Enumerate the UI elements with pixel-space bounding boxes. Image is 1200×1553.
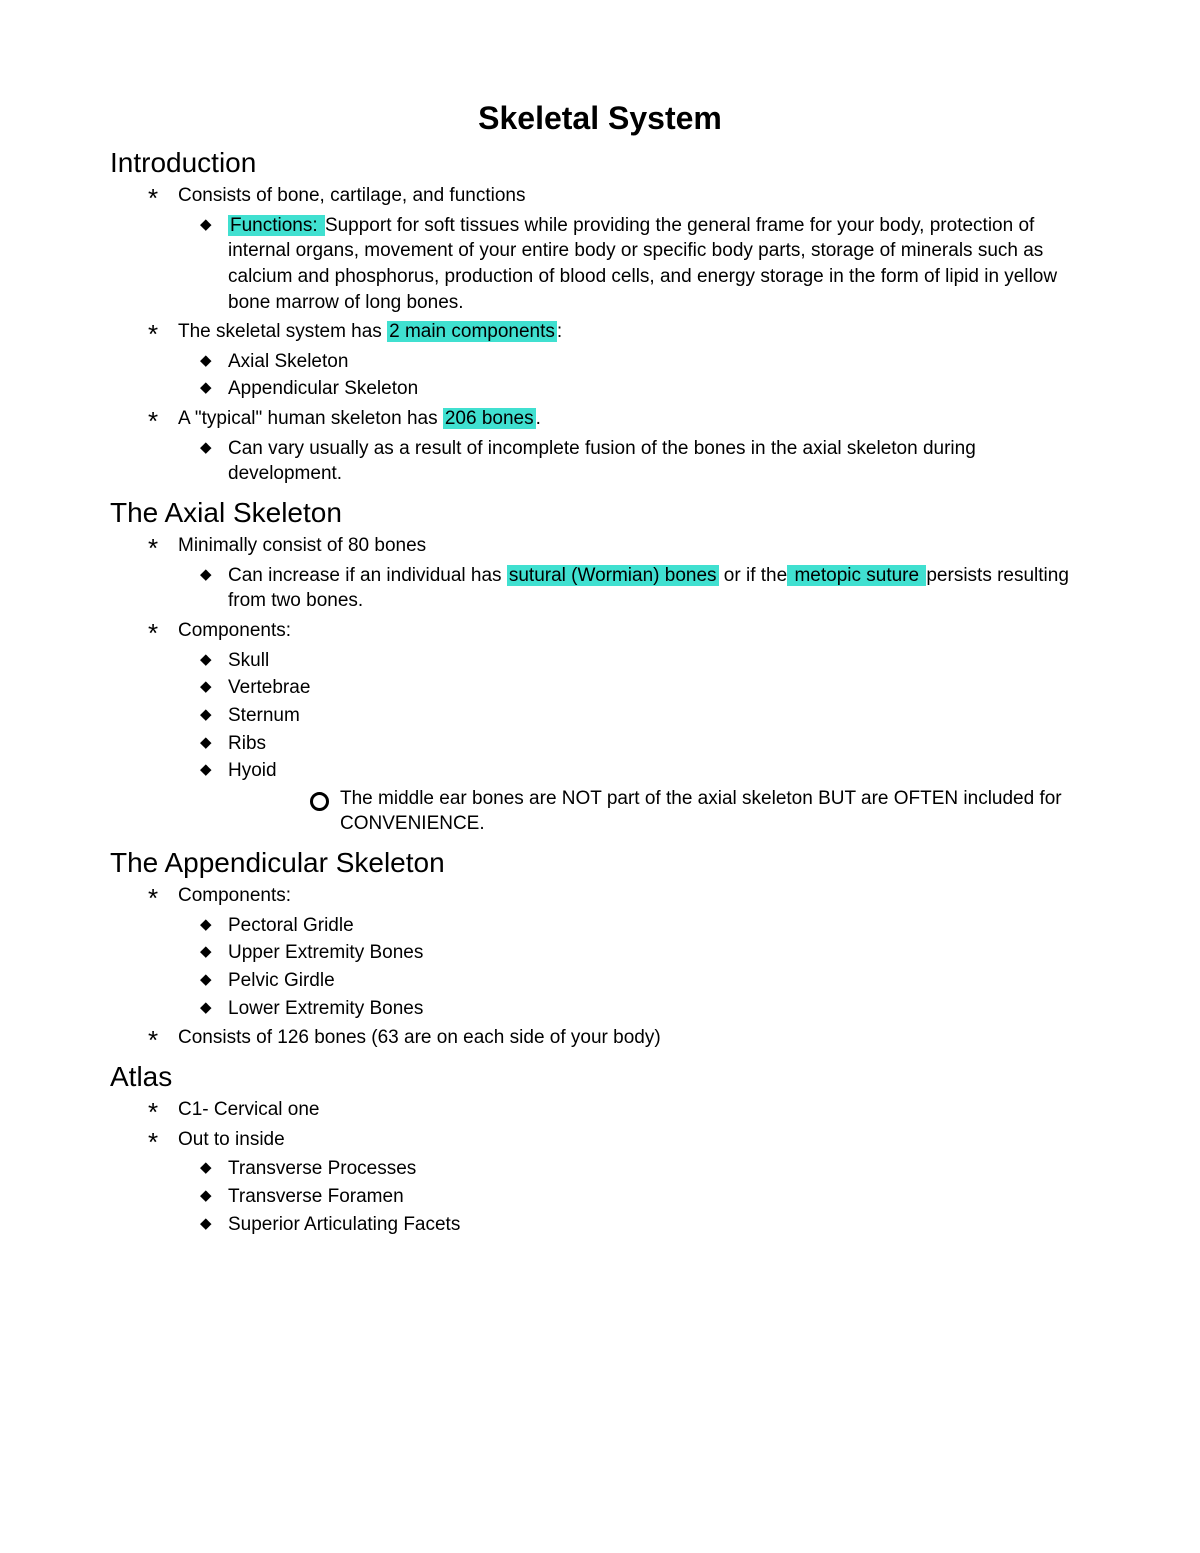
list-item: A "typical" human skeleton has 206 bones… bbox=[148, 406, 1090, 432]
list-item: Components: bbox=[148, 883, 1090, 909]
text: The skeletal system has bbox=[178, 321, 387, 342]
list-item: Vertebrae bbox=[200, 675, 1090, 701]
highlight-sutural: sutural (Wormian) bones bbox=[507, 565, 719, 586]
list-item: Hyoid bbox=[200, 758, 1090, 784]
list-item: Consists of 126 bones (63 are on each si… bbox=[148, 1025, 1090, 1051]
highlight-components: 2 main components bbox=[387, 321, 557, 342]
section-heading-appendicular: The Appendicular Skeleton bbox=[110, 847, 1090, 879]
highlight-metopic: metopic suture bbox=[787, 565, 926, 586]
axial-list: Minimally consist of 80 bones Can increa… bbox=[148, 533, 1090, 837]
list-item: Transverse Foramen bbox=[200, 1184, 1090, 1210]
list-item: C1- Cervical one bbox=[148, 1097, 1090, 1123]
list-item: Pelvic Girdle bbox=[200, 968, 1090, 994]
section-heading-atlas: Atlas bbox=[110, 1061, 1090, 1093]
list-item: Axial Skeleton bbox=[200, 349, 1090, 375]
list-item: Consists of bone, cartilage, and functio… bbox=[148, 183, 1090, 209]
section-heading-introduction: Introduction bbox=[110, 147, 1090, 179]
text: Support for soft tissues while providing… bbox=[228, 215, 1057, 313]
list-item: Sternum bbox=[200, 703, 1090, 729]
list-item: The middle ear bones are NOT part of the… bbox=[310, 786, 1090, 837]
section-heading-axial: The Axial Skeleton bbox=[110, 497, 1090, 529]
list-item: Superior Articulating Facets bbox=[200, 1212, 1090, 1238]
list-item: Ribs bbox=[200, 731, 1090, 757]
list-item: Pectoral Gridle bbox=[200, 913, 1090, 939]
list-item: Out to inside bbox=[148, 1127, 1090, 1153]
highlight-functions: Functions: bbox=[228, 215, 325, 236]
list-item: Components: bbox=[148, 618, 1090, 644]
list-item: Minimally consist of 80 bones bbox=[148, 533, 1090, 559]
list-item: The skeletal system has 2 main component… bbox=[148, 319, 1090, 345]
text: or if the bbox=[719, 565, 788, 586]
list-item: Functions: Support for soft tissues whil… bbox=[200, 213, 1090, 316]
list-item: Upper Extremity Bones bbox=[200, 940, 1090, 966]
appendicular-list: Components: Pectoral Gridle Upper Extrem… bbox=[148, 883, 1090, 1051]
list-item: Appendicular Skeleton bbox=[200, 376, 1090, 402]
highlight-206-bones: 206 bones bbox=[443, 408, 536, 429]
list-item: Skull bbox=[200, 648, 1090, 674]
text: : bbox=[557, 321, 562, 342]
atlas-list: C1- Cervical one Out to inside Transvers… bbox=[148, 1097, 1090, 1237]
intro-list: Consists of bone, cartilage, and functio… bbox=[148, 183, 1090, 487]
text: . bbox=[536, 408, 541, 429]
text: Can increase if an individual has bbox=[228, 565, 507, 586]
list-item: Transverse Processes bbox=[200, 1156, 1090, 1182]
list-item: Can vary usually as a result of incomple… bbox=[200, 436, 1090, 487]
list-item: Can increase if an individual has sutura… bbox=[200, 563, 1090, 614]
text: A "typical" human skeleton has bbox=[178, 408, 443, 429]
list-item: Lower Extremity Bones bbox=[200, 996, 1090, 1022]
page-title: Skeletal System bbox=[110, 100, 1090, 137]
